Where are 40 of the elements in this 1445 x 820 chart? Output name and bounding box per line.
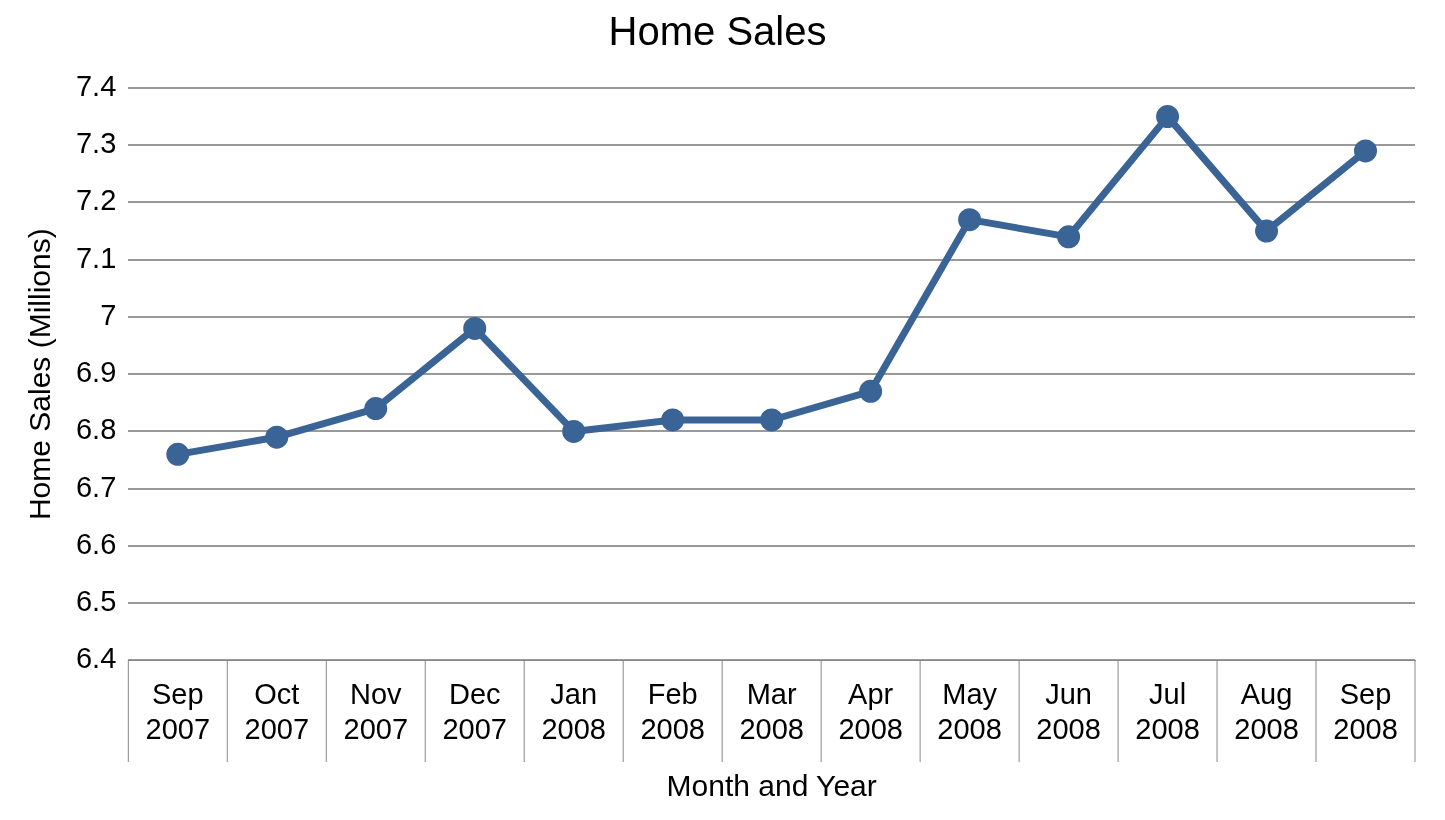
y-tick-label: 7	[100, 298, 117, 331]
y-tick-label: 6.6	[75, 527, 117, 560]
y-tick-label: 6.5	[75, 585, 117, 618]
point	[1354, 139, 1378, 163]
y-axis-title: Home Sales (Millions)	[23, 228, 57, 521]
x-tick-label: May 2008	[937, 677, 1002, 745]
x-tick-label: Aug 2008	[1234, 677, 1299, 745]
y-tick-label: 7.4	[75, 70, 117, 102]
x-axis-title: Month and Year	[666, 769, 877, 803]
y-tick-label: 7.2	[75, 184, 117, 217]
x-tick-label: Feb 2008	[640, 677, 705, 745]
point	[661, 408, 685, 432]
x-tick-label: Sep 2008	[1333, 677, 1398, 745]
point	[265, 425, 289, 449]
point	[958, 208, 982, 232]
x-tick-label: Jun 2008	[1036, 677, 1101, 745]
point	[1057, 225, 1081, 249]
x-tick-label: Nov 2007	[343, 677, 409, 745]
point	[364, 397, 388, 421]
point	[859, 379, 883, 403]
point	[1156, 105, 1180, 129]
x-tick-label: Jul 2008	[1135, 677, 1200, 745]
point	[166, 442, 190, 466]
point	[760, 408, 784, 432]
x-tick-label: Dec 2007	[442, 677, 507, 745]
y-tick-label: 6.7	[75, 470, 117, 503]
y-tick-label: 6.4	[75, 642, 117, 675]
y-tick-label: 6.8	[75, 413, 117, 446]
x-tick-label: Oct 2007	[244, 677, 310, 745]
point	[463, 316, 487, 340]
point	[562, 419, 586, 443]
x-tick-label: Sep 2007	[145, 677, 211, 745]
x-tick-label: Apr 2008	[838, 677, 903, 745]
x-tick-label: Jan 2008	[541, 677, 606, 745]
point	[1255, 219, 1279, 243]
y-tick-label: 7.1	[75, 241, 117, 274]
y-tick-label: 7.3	[75, 127, 117, 160]
x-tick-label: Mar 2008	[739, 677, 804, 745]
y-tick-label: 6.9	[75, 356, 117, 389]
chart-title: Home Sales	[608, 9, 827, 54]
